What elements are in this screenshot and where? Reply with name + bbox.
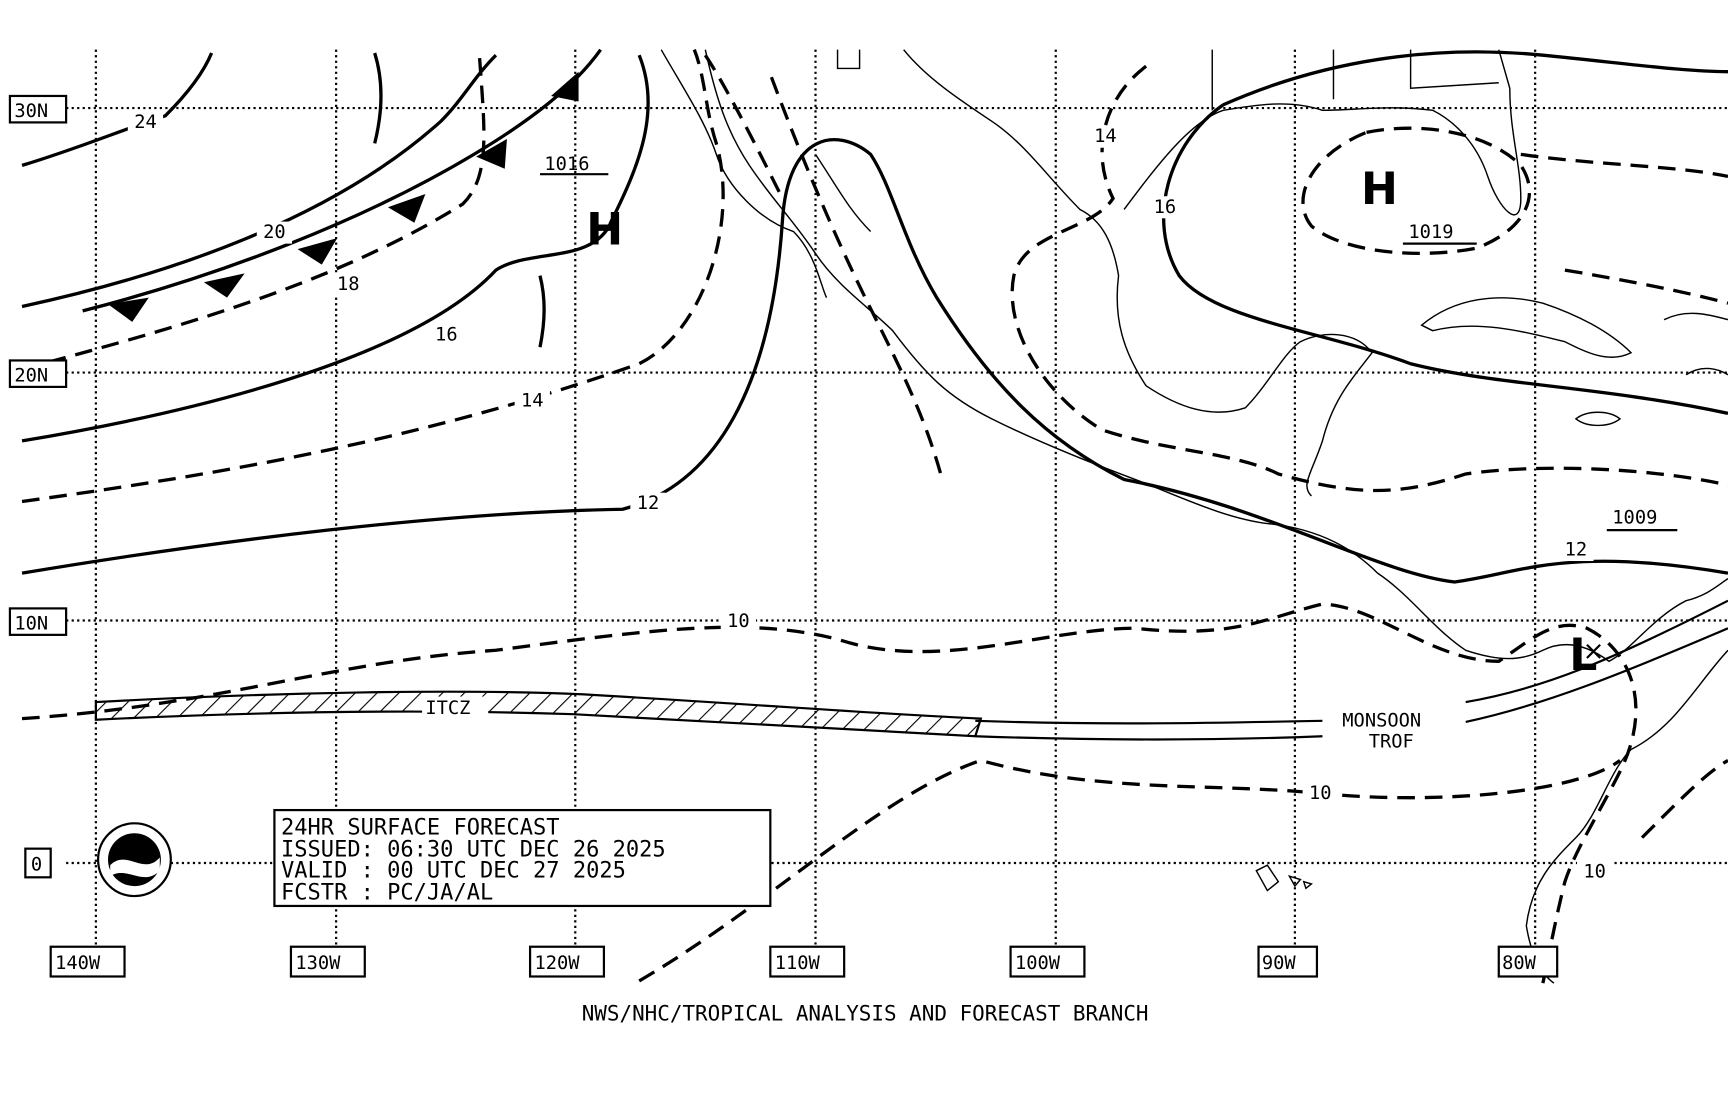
pressure-centers: H 1016 H 1019 L 1009 bbox=[540, 154, 1678, 681]
lat-label: 10N bbox=[14, 613, 48, 634]
isobar-label: 16 bbox=[435, 325, 458, 346]
lon-label: 100W bbox=[1015, 953, 1061, 974]
isobar-label: 10 bbox=[727, 611, 750, 632]
footer: NWS/NHC/TROPICAL ANALYSIS AND FORECAST B… bbox=[582, 1002, 1149, 1026]
forecast-line: 24HR SURFACE FORECAST bbox=[281, 815, 560, 840]
low-symbol: L bbox=[1569, 630, 1597, 681]
forecast-box: 24HR SURFACE FORECAST ISSUED: 06:30 UTC … bbox=[273, 808, 772, 908]
cold-front bbox=[82, 48, 602, 322]
forecast-line: FCSTR : PC/JA/AL bbox=[281, 880, 493, 905]
forecast-line: VALID : 00 UTC DEC 27 2025 bbox=[281, 858, 626, 883]
monsoon-label: TROF bbox=[1369, 731, 1414, 752]
forecast-line: ISSUED: 06:30 UTC DEC 26 2025 bbox=[281, 837, 666, 862]
noaa-logo bbox=[96, 822, 172, 898]
feature-labels: ITCZ MONSOON TROF bbox=[422, 696, 1460, 753]
coastlines bbox=[660, 49, 1728, 984]
isobar-label: 20 bbox=[263, 222, 286, 243]
center-pressure: 1016 bbox=[544, 154, 589, 175]
lon-label: 80W bbox=[1502, 953, 1537, 974]
lon-label: 90W bbox=[1262, 953, 1297, 974]
center-pressure: 1019 bbox=[1408, 222, 1453, 243]
isobar-label: 24 bbox=[134, 112, 157, 133]
itcz-monsoon bbox=[94, 599, 1728, 741]
isobar-label: 18 bbox=[337, 274, 360, 295]
high-symbol: H bbox=[1361, 164, 1398, 215]
high-symbol: H bbox=[586, 205, 623, 256]
isobar-label: 10 bbox=[1309, 783, 1332, 804]
isobar-label: 12 bbox=[637, 493, 660, 514]
lon-label: 110W bbox=[775, 953, 821, 974]
lat-label: 20N bbox=[14, 365, 48, 386]
lat-label: 0 bbox=[31, 855, 42, 876]
isobar-label: 12 bbox=[1565, 540, 1588, 561]
center-pressure: 1009 bbox=[1612, 508, 1657, 529]
longitude-labels: 140W 130W 120W 110W 100W 90W 80W bbox=[49, 945, 1559, 978]
isobar-labels: 24 20 18 16 14 12 10 14 16 12 10 10 bbox=[127, 111, 1613, 883]
lon-label: 120W bbox=[534, 953, 580, 974]
isobar-label: 16 bbox=[1154, 197, 1177, 218]
lon-label: 130W bbox=[295, 953, 341, 974]
itcz-label: ITCZ bbox=[425, 698, 470, 719]
latitude-labels: 30N 20N 10N 0 bbox=[8, 94, 68, 879]
isobars bbox=[21, 49, 1728, 984]
isobar-label: 10 bbox=[1583, 861, 1606, 882]
lon-label: 140W bbox=[55, 953, 101, 974]
isobar-label: 14 bbox=[521, 391, 544, 412]
monsoon-label: MONSOON bbox=[1342, 710, 1421, 731]
isobar-label: 14 bbox=[1094, 126, 1117, 147]
lat-label: 30N bbox=[14, 101, 48, 122]
